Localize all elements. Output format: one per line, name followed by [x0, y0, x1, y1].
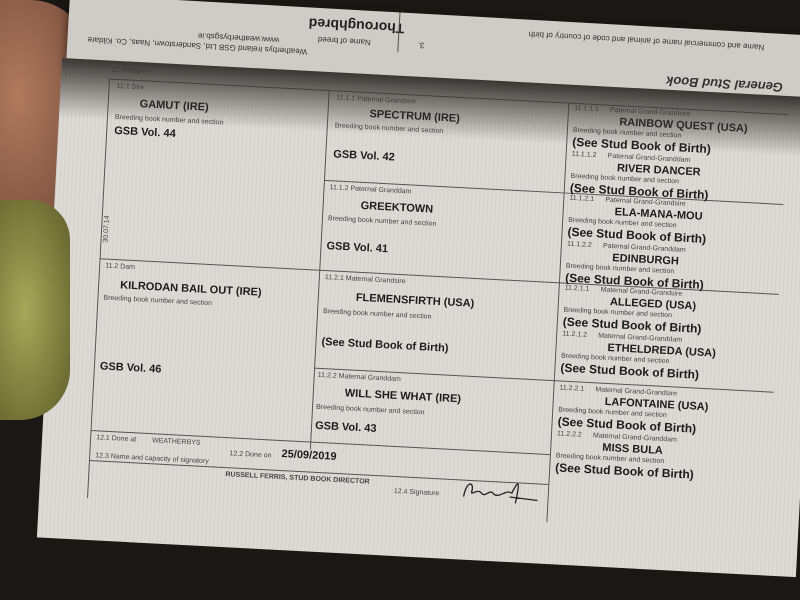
great-grandparent-book: (See Stud Book of Birth)	[560, 360, 700, 382]
glove	[0, 200, 70, 420]
grandparent-name: SPECTRUM (IRE)	[369, 108, 461, 125]
done-on-label: 12.2 Done on	[229, 450, 272, 460]
sire-book: GSB Vol. 44	[113, 124, 177, 141]
great-grandparent-number: 11.2.2.1	[559, 384, 585, 393]
book-label: Breeding book number and section	[114, 113, 224, 127]
great-grandparent-number: 11.1.2.2	[566, 240, 592, 249]
book-label: Breeding book number and section	[322, 308, 432, 321]
grandparent-name: GREEKTOWN	[360, 199, 434, 216]
signature-image	[462, 483, 538, 504]
book-label: Breeding book number and section	[327, 215, 437, 228]
grandparent-name: FLEMENSFIRTH (USA)	[355, 291, 475, 310]
certificate-footer: 12.1 Done at WEATHERBYS 12.2 Done on 25/…	[62, 58, 800, 504]
pedigree-certificate: 11. Pedigree 30.07.14 11.1 Sire GAMUT (I…	[36, 58, 800, 578]
grandparent-code: 11.2.2 Maternal Granddam	[317, 371, 401, 384]
grandparent-code: 11.1.2 Paternal Granddam	[329, 184, 412, 196]
book-label: Breeding book number and section	[334, 122, 444, 136]
section-label: 11. Pedigree	[111, 66, 151, 76]
great-grandparent-number: 11.1.2.1	[569, 194, 595, 204]
grandparent-code: 11.1.1 Paternal Grandsire	[336, 94, 417, 106]
done-at-value: WEATHERBYS	[151, 437, 201, 447]
signature-label: 12.4 Signature	[393, 487, 440, 498]
breed-value: Thoroughbred	[308, 15, 405, 37]
great-grandparent-book: (See Stud Book of Birth)	[554, 460, 695, 482]
great-grandparent-number: 11.2.2.2	[556, 430, 582, 439]
grandparent-book: GSB Vol. 41	[326, 240, 389, 256]
breed-number: 3.	[417, 40, 425, 50]
grandparent-book: (See Stud Book of Birth)	[321, 335, 449, 355]
grandparent-name: WILL SHE WHAT (IRE)	[344, 387, 462, 406]
sire-name: GAMUT (IRE)	[139, 98, 209, 114]
book-label: Breeding book number and section	[315, 403, 425, 417]
grandparent-book: GSB Vol. 42	[333, 148, 396, 164]
sire-code: 11.1 Sire	[116, 82, 145, 92]
great-grandparent-number: 11.2.1.2	[562, 330, 588, 339]
side-note: 30.07.14	[102, 215, 111, 243]
grandparent-code: 11.2.1 Maternal Grandsire	[324, 274, 406, 286]
dam-book: GSB Vol. 46	[99, 360, 162, 376]
book-label: Breeding book number and section	[103, 294, 213, 308]
dam-code: 11.2 Dam	[104, 262, 136, 272]
done-at-label: 12.1 Done at	[95, 434, 137, 444]
done-on-value: 25/09/2019	[281, 448, 337, 463]
great-grandparent-number: 11.1.1.1	[573, 104, 599, 114]
great-grandparent-number: 11.1.1.2	[571, 150, 597, 160]
breed-label: Name of breed	[317, 34, 371, 47]
great-grandparent-number: 11.2.1.1	[564, 284, 590, 293]
animal-name-label: Name and commercial name of animal and c…	[528, 29, 765, 52]
grandparent-book: GSB Vol. 43	[314, 419, 377, 435]
